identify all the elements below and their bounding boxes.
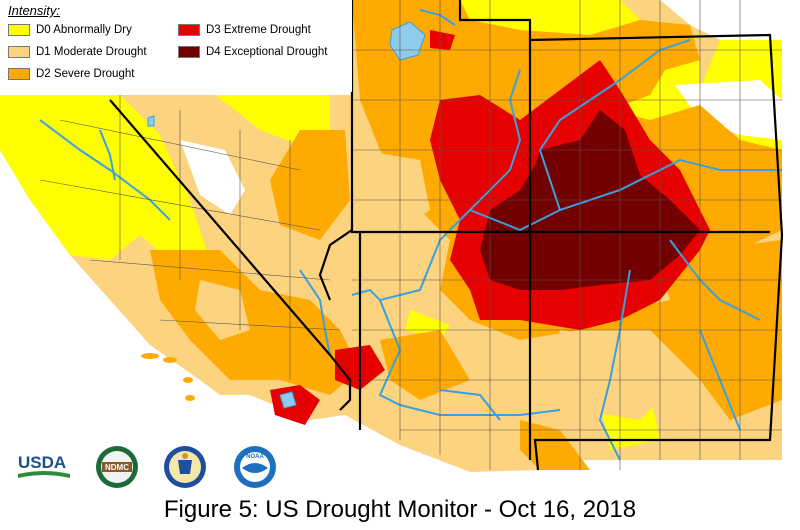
legend-item-d4: D4 Exceptional Drought bbox=[178, 44, 327, 60]
legend-item-d3: D3 Extreme Drought bbox=[178, 22, 311, 38]
lakes bbox=[147, 21, 426, 409]
swatch-d1 bbox=[8, 46, 30, 58]
doc-seal-logo bbox=[164, 446, 206, 488]
ndmc-logo-text: NDMC bbox=[105, 463, 129, 472]
legend-item-d2: D2 Severe Drought bbox=[8, 66, 134, 82]
legend-item-d0: D0 Abnormally Dry bbox=[8, 22, 132, 38]
channel-islands bbox=[141, 353, 195, 401]
noaa-logo-text: NOAA bbox=[246, 454, 264, 460]
legend-item-d1: D1 Moderate Drought bbox=[8, 44, 147, 60]
legend-label-d2: D2 Severe Drought bbox=[36, 68, 135, 80]
ndmc-logo: NDMC bbox=[96, 446, 138, 488]
map-legend: Intensity: D0 Abnormally Dry D1 Moderate… bbox=[0, 0, 352, 92]
agency-logos: USDA NDMC NOAA bbox=[10, 440, 310, 492]
legend-title: Intensity: bbox=[8, 3, 61, 18]
legend-label-d1: D1 Moderate Drought bbox=[36, 46, 147, 58]
noaa-logo: NOAA bbox=[234, 446, 276, 488]
legend-label-d0: D0 Abnormally Dry bbox=[36, 24, 132, 36]
usda-logo: USDA bbox=[18, 453, 70, 478]
swatch-d3 bbox=[178, 24, 200, 36]
swatch-d0 bbox=[8, 24, 30, 36]
legend-label-d3: D3 Extreme Drought bbox=[206, 24, 311, 36]
drought-map bbox=[0, 0, 784, 472]
usda-logo-text: USDA bbox=[18, 453, 66, 472]
county-lines bbox=[39, 0, 782, 470]
figure-caption: Figure 5: US Drought Monitor - Oct 16, 2… bbox=[163, 496, 637, 523]
no-drought-regions bbox=[180, 0, 782, 215]
legend-label-d4: D4 Exceptional Drought bbox=[206, 46, 328, 58]
swatch-d2 bbox=[8, 68, 30, 80]
state-borders bbox=[109, 0, 784, 471]
swatch-d4 bbox=[178, 46, 200, 58]
